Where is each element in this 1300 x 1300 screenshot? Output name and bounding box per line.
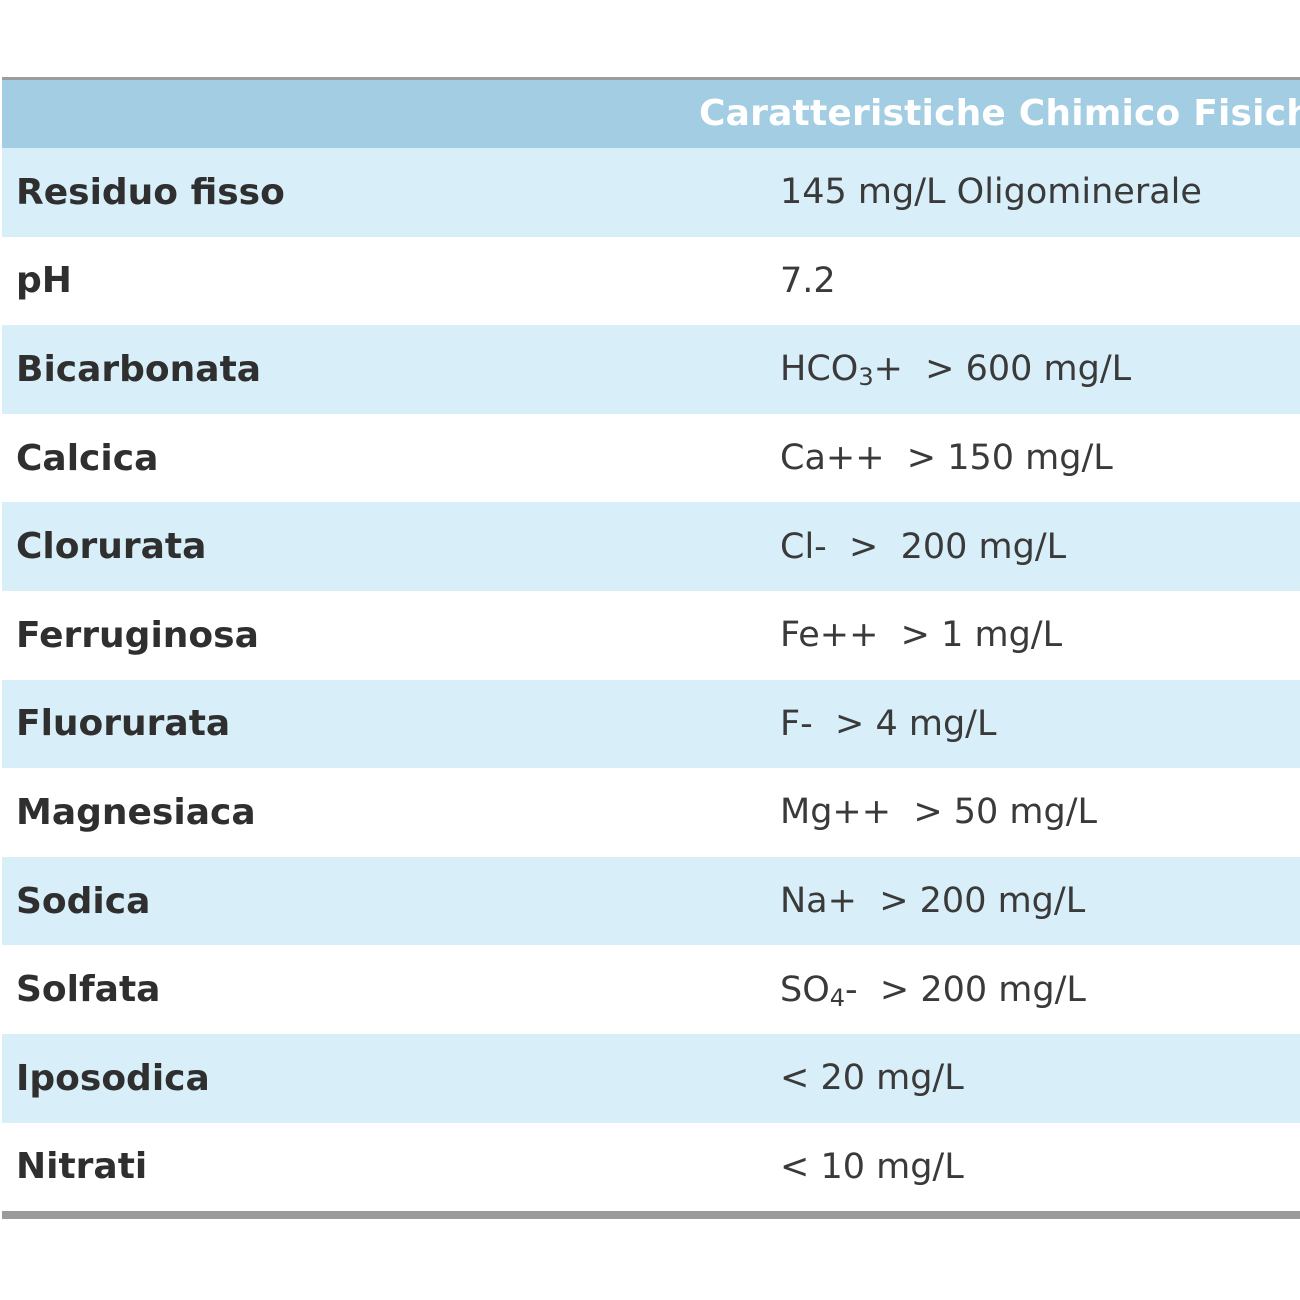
row-label: pH (16, 260, 72, 302)
table-row-clorurata: Clorurata Cl- > 200 mg/L (2, 502, 1300, 591)
row-value: Mg++ > 50 mg/L (780, 792, 1098, 833)
table-row-calcica: Calcica Ca++ > 150 mg/L (2, 413, 1300, 503)
row-value: Fe++ > 1 mg/L (780, 615, 1063, 656)
table-top-rule (2, 77, 1300, 80)
row-label: Bicarbonata (16, 348, 262, 390)
value-subscript: 4 (829, 983, 846, 1012)
row-label: Iposodica (16, 1057, 210, 1099)
table-bottom-rule (2, 1211, 1300, 1220)
row-label: Calcica (16, 437, 159, 479)
table-header-title: Caratteristiche Chimico Fisiche (699, 93, 1300, 134)
table-row-nitrati: Nitrati < 10 mg/L (2, 1122, 1300, 1212)
value-formula: HCO (780, 349, 859, 390)
row-label: Magnesiaca (16, 791, 256, 833)
table-row-bicarbonata: Bicarbonata HCO 3 + > 600 mg/L (2, 325, 1300, 414)
row-value: Cl- > 200 mg/L (780, 526, 1067, 567)
value-threshold: + > 600 mg/L (873, 349, 1132, 390)
row-label: Clorurata (16, 526, 207, 568)
water-characteristics-table: Caratteristiche Chimico Fisiche Residuo … (2, 77, 1300, 1220)
row-value: 7.2 (780, 260, 836, 301)
value-subscript: 3 (858, 363, 874, 392)
table-row-sodica: Sodica Na+ > 200 mg/L (2, 856, 1300, 946)
row-value: Na+ > 200 mg/L (780, 881, 1086, 922)
row-value: HCO 3 + > 600 mg/L (780, 325, 1131, 414)
row-label: Sodica (16, 880, 151, 922)
row-label: Ferruginosa (16, 614, 259, 656)
row-value: < 20 mg/L (780, 1058, 964, 1099)
row-label: Solfata (16, 969, 161, 1011)
value-formula: SO (780, 969, 830, 1010)
row-label: Nitrati (16, 1146, 148, 1188)
row-value: Ca++ > 150 mg/L (780, 438, 1113, 479)
table-row-fluorurata: Fluorurata F- > 4 mg/L (2, 679, 1300, 769)
table-row-magnesiaca: Magnesiaca Mg++ > 50 mg/L (2, 768, 1300, 857)
row-value: SO 4- > 200 mg/L (780, 945, 1086, 1034)
table-row-residuo-fisso: Residuo fisso 145 mg/L Oligominerale (2, 148, 1300, 237)
table-row-iposodica: Iposodica < 20 mg/L (2, 1033, 1300, 1123)
value-threshold: - > 200 mg/L (845, 969, 1086, 1010)
row-value: 145 mg/L Oligominerale (780, 172, 1202, 213)
row-value: < 10 mg/L (780, 1146, 964, 1187)
table-header: Caratteristiche Chimico Fisiche (2, 80, 1300, 148)
row-label: Residuo fisso (16, 171, 285, 213)
table-row-ph: pH 7.2 (2, 236, 1300, 326)
row-label: Fluorurata (16, 703, 231, 745)
row-value: F- > 4 mg/L (780, 703, 997, 744)
table-row-ferruginosa: Ferruginosa Fe++ > 1 mg/L (2, 590, 1300, 680)
table-row-solfata: Solfata SO 4- > 200 mg/L (2, 945, 1300, 1034)
